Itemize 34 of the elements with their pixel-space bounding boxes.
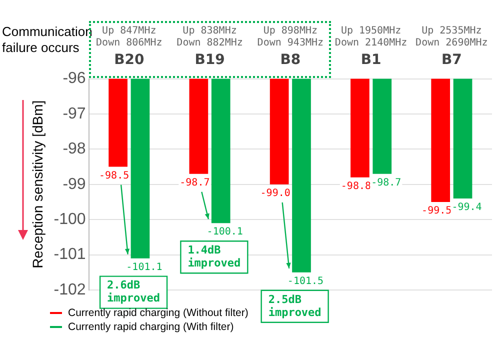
y-tick-label: -101 [54,246,86,264]
data-label: -98.5 [99,170,130,182]
y-tick-label: -100 [54,211,86,228]
x-tick-label: B20 [114,52,144,68]
y-tick-label: -99 [62,176,86,193]
annotation: Up 847MHz Down 806MHz [96,26,162,49]
data-label: -99.5 [422,206,452,217]
data-label: -98.7 [371,177,402,188]
annotation: Up 1950MHz Down 2140MHz [334,26,408,49]
y-tick-label: -98 [62,140,86,158]
legend-label: Currently rapid charging (Without filter) [68,307,248,319]
annotation: Up 838MHz Down 882MHz [176,26,243,49]
data-label: -99.4 [452,202,482,214]
text: Communication failure occurs [2,24,92,56]
annotation: 2.6dB improved [107,278,160,305]
x-tick-label: B1 [360,52,382,68]
y-tick-label: -97 [62,105,86,122]
data-label: -98.8 [340,180,372,192]
x-tick-label: B8 [280,52,301,68]
legend-label: Currently rapid charging (With filter) [68,321,234,333]
annotation: 2.5dB improved [268,292,322,319]
y-axis-title: Reception sensitivity [dBm] [29,100,46,268]
x-tick-label: B7 [441,52,462,68]
data-label: -100.1 [206,226,243,238]
annotation: Up 2535MHz Down 2690MHz [416,26,488,49]
data-label: -98.7 [180,177,210,188]
data-label: -101.5 [287,276,324,287]
y-tick-label: -102 [54,281,86,298]
data-label: -99.0 [260,188,290,199]
x-tick-label: B19 [194,52,225,68]
annotation: Up 898MHz Down 943MHz [257,26,324,49]
annotation: 1.4dB improved [188,243,241,270]
data-label: -101.1 [126,262,162,273]
y-tick-label: -96 [62,70,86,88]
